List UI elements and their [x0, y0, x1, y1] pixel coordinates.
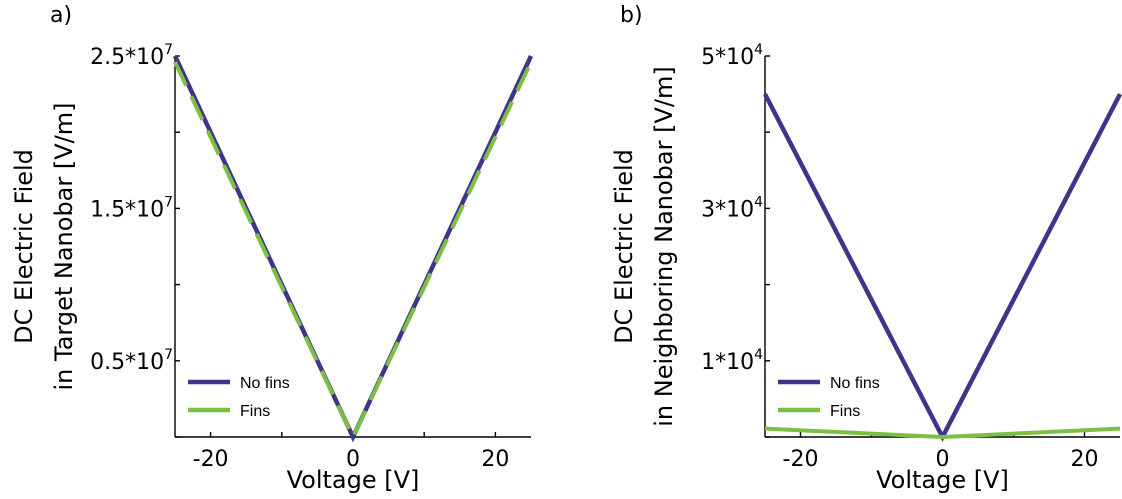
y-tick-exponent: 7	[164, 42, 173, 58]
x-axis-label: Voltage [V]	[876, 466, 1009, 494]
y-axis-label-line1: DC Electric Field	[610, 149, 638, 344]
x-tick-label: 0	[936, 447, 950, 472]
y-tick-base: 1.5*10	[90, 197, 164, 222]
x-tick-label: -20	[193, 447, 229, 472]
y-tick-base: 5*10	[701, 45, 754, 70]
y-tick-label: 2.5*107	[90, 42, 173, 70]
series-line-no-fins	[763, 93, 1122, 442]
legend-label: No fins	[240, 375, 290, 392]
x-tick-label: 20	[1071, 447, 1099, 472]
y-tick-exponent: 7	[164, 194, 173, 210]
y-tick-exponent: 4	[754, 42, 763, 58]
x-tick-label: 0	[346, 447, 360, 472]
y-tick-base: 2.5*10	[90, 45, 164, 70]
y-tick-label: 1*104	[701, 347, 763, 375]
y-tick-exponent: 4	[754, 194, 763, 210]
panel-label: a)	[50, 3, 72, 28]
legend-label: Fins	[830, 403, 860, 420]
series-line-fins	[173, 61, 533, 442]
x-tick-label: 20	[481, 447, 509, 472]
x-axis-label: Voltage [V]	[287, 466, 420, 494]
y-tick-label: 5*104	[701, 42, 763, 70]
y-tick-base: 3*10	[701, 197, 754, 222]
x-tick-label: -20	[783, 447, 819, 472]
y-tick-base: 0.5*10	[90, 350, 164, 375]
y-tick-label: 3*104	[701, 194, 763, 222]
series-line-fins	[764, 426, 1121, 440]
y-tick-exponent: 7	[164, 347, 173, 363]
legend-label: No fins	[830, 375, 880, 392]
legend-label: Fins	[240, 403, 270, 420]
y-tick-label: 1.5*107	[90, 194, 173, 222]
y-tick-base: 1*10	[701, 350, 754, 375]
y-tick-exponent: 4	[754, 347, 763, 363]
y-axis-label-line2: in Target Nanobar [V/m]	[50, 103, 78, 391]
panel-label: b)	[620, 3, 643, 28]
y-tick-label: 0.5*107	[90, 347, 173, 375]
y-axis-label-line1: DC Electric Field	[10, 149, 38, 344]
y-axis-label-line2: in Neighboring Nanobar [V/m]	[650, 66, 678, 426]
